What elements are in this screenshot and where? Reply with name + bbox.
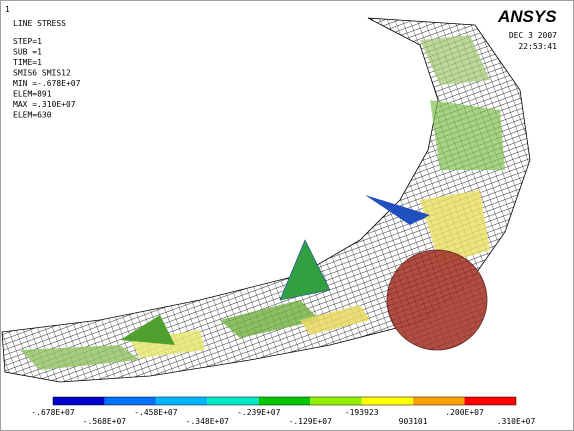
patch — [420, 35, 490, 85]
window-number: 1 — [5, 5, 10, 14]
legend-label: 903101 — [399, 417, 428, 426]
date: DEC 3 2007 — [509, 31, 557, 40]
patch — [20, 345, 140, 370]
info-title: LINE STRESS — [13, 19, 66, 28]
info-line: MAX =.310E+07 — [13, 100, 76, 109]
legend-label: -.348E+07 — [186, 417, 230, 426]
logo: ANSYS — [497, 7, 557, 26]
legend-label: -.568E+07 — [83, 417, 127, 426]
patch — [420, 190, 490, 265]
time: 22:53:41 — [518, 42, 557, 51]
patch — [220, 300, 320, 338]
legend-swatch — [53, 397, 105, 405]
patch — [300, 305, 370, 335]
legend-swatch — [155, 397, 208, 405]
spike — [120, 315, 175, 345]
info-line: MIN =-.678E+07 — [13, 79, 81, 88]
legend-label: -.239E+07 — [237, 408, 281, 417]
legend-label: -.678E+07 — [31, 408, 75, 417]
spike — [279, 239, 331, 301]
legend-swatch — [310, 397, 362, 405]
legend-label: -.129E+07 — [289, 417, 333, 426]
legend-swatch — [104, 397, 156, 405]
legend-border — [52, 396, 517, 406]
info-line: ELEM=630 — [13, 111, 52, 120]
legend-swatch — [413, 397, 465, 405]
legend-swatch — [207, 397, 259, 405]
info-line: SMIS6 SMIS12 — [13, 69, 71, 78]
legend-swatch — [258, 397, 311, 405]
legend: -.678E+07 -.568E+07 -.458E+07 -.348E+07 -.23… — [31, 396, 536, 426]
legend-swatch — [464, 397, 516, 405]
spike — [365, 195, 430, 225]
legend-label: -.458E+07 — [134, 408, 178, 417]
legend-label: -193923 — [345, 408, 379, 417]
info-line: ELEM=891 — [13, 90, 52, 99]
legend-swatch — [361, 397, 414, 405]
legend-label: .310E+07 — [497, 417, 536, 426]
stress-bulb-mesh — [387, 250, 487, 350]
patch — [430, 100, 505, 170]
info-line: TIME=1 — [13, 58, 42, 67]
legend-label: .200E+07 — [445, 408, 484, 417]
info-line: SUB =1 — [13, 48, 42, 57]
info-line: STEP=1 — [13, 37, 42, 46]
mesh — [1, 17, 531, 383]
